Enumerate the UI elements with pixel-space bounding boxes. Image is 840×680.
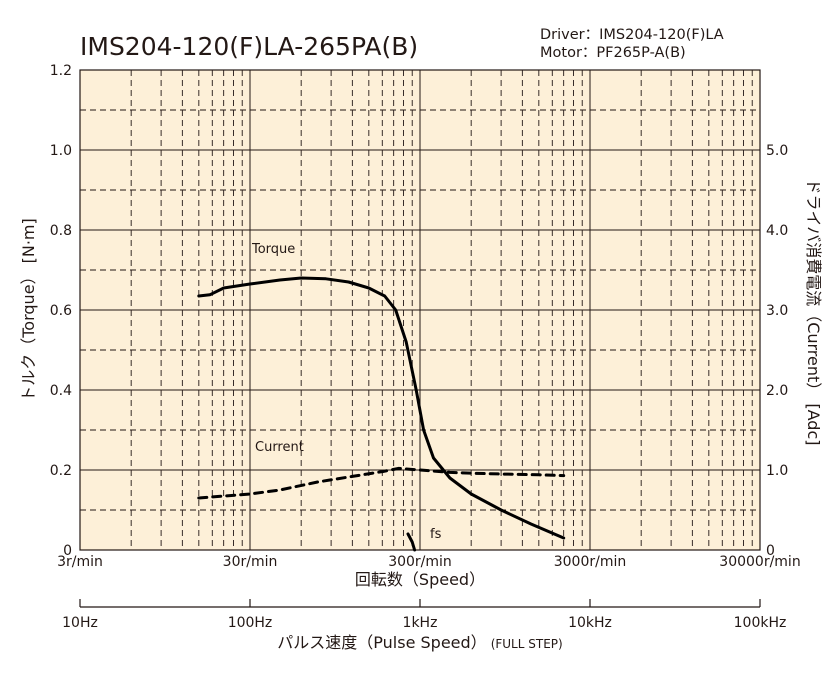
pulse-tick-label: 100kHz bbox=[734, 615, 787, 631]
right-tick-label: 4.0 bbox=[766, 223, 788, 239]
speed-tick-label: 300r/min bbox=[388, 554, 452, 570]
right-tick-label: 0 bbox=[766, 543, 775, 559]
current-annotation: Current bbox=[255, 440, 304, 455]
left-axis-ticks: 0 0.2 0.4 0.6 0.8 1.0 1.2 bbox=[50, 63, 72, 559]
torque-annotation: Torque bbox=[251, 242, 295, 257]
chart-title: IMS204-120(F)LA-265PA(B) bbox=[80, 32, 418, 61]
speed-tick-label: 30r/min bbox=[223, 554, 278, 570]
curve-torque bbox=[197, 276, 566, 540]
left-tick-label: 0.8 bbox=[50, 223, 72, 239]
fs-annotation: fs bbox=[430, 527, 442, 542]
curve-current bbox=[197, 466, 566, 500]
speed-axis-label: 回転数（Speed） bbox=[355, 570, 485, 589]
left-axis-label: トルク（Torque） [N·m] bbox=[19, 218, 38, 402]
left-tick-label: 0.2 bbox=[50, 463, 72, 479]
pulse-axis-label-main: パルス速度（Pulse Speed） bbox=[277, 633, 486, 652]
right-axis-ticks: 0 1.0 2.0 3.0 4.0 5.0 bbox=[766, 143, 788, 559]
left-tick-label: 1.0 bbox=[50, 143, 72, 159]
pulse-axis-label: パルス速度（Pulse Speed） (FULL STEP) bbox=[277, 633, 562, 652]
curve-fs bbox=[406, 532, 417, 552]
pulse-tick-label: 100Hz bbox=[228, 615, 273, 631]
right-tick-label: 5.0 bbox=[766, 143, 788, 159]
right-tick-label: 3.0 bbox=[766, 303, 788, 319]
right-tick-label: 1.0 bbox=[766, 463, 788, 479]
curves bbox=[197, 276, 566, 552]
pulse-axis-label-sub: (FULL STEP) bbox=[491, 637, 563, 651]
pulse-tick-label: 10kHz bbox=[568, 615, 612, 631]
speed-axis-ticks: 3r/min 30r/min 300r/min 3000r/min 30000r/min bbox=[57, 554, 801, 570]
speed-tick-label: 3r/min bbox=[57, 554, 103, 570]
driver-spec: Driver：IMS204-120(F)LA bbox=[540, 27, 724, 43]
left-tick-label: 0.4 bbox=[50, 383, 72, 399]
pulse-axis-ticks: 10Hz 100Hz 1kHz 10kHz 100kHz bbox=[62, 599, 786, 631]
left-tick-label: 0 bbox=[63, 543, 72, 559]
speed-tick-label: 30000r/min bbox=[719, 554, 800, 570]
left-tick-label: 1.2 bbox=[50, 63, 72, 79]
pulse-tick-label: 10Hz bbox=[62, 615, 98, 631]
pulse-tick-label: 1kHz bbox=[403, 615, 438, 631]
plot-border bbox=[79, 69, 761, 551]
motor-spec: Motor：PF265P-A(B) bbox=[540, 45, 686, 61]
right-axis-label: ドライバ消費電流（Current） [Adc] bbox=[804, 179, 823, 446]
grid-lines bbox=[80, 70, 760, 550]
speed-tick-label: 3000r/min bbox=[554, 554, 627, 570]
right-tick-label: 2.0 bbox=[766, 383, 788, 399]
left-tick-label: 0.6 bbox=[50, 303, 72, 319]
